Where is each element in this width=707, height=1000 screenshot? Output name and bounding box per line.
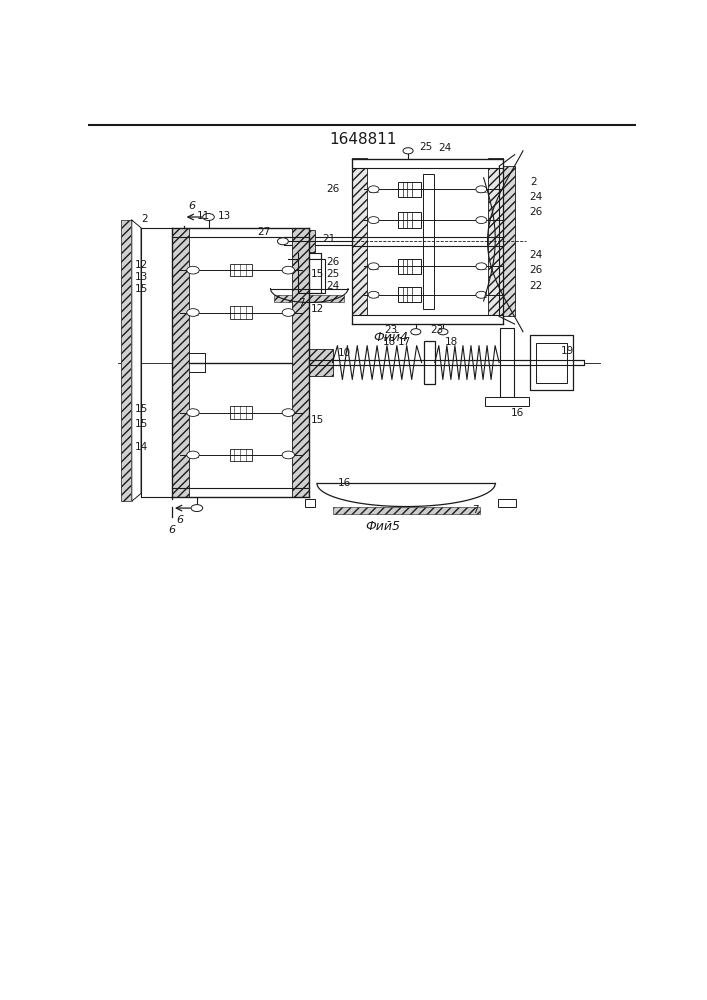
Bar <box>230 449 252 461</box>
Bar <box>498 499 516 507</box>
Text: 24: 24 <box>530 250 543 260</box>
Ellipse shape <box>476 186 486 193</box>
Text: 26: 26 <box>530 207 543 217</box>
Text: 19: 19 <box>561 346 574 356</box>
Text: 6: 6 <box>188 201 195 211</box>
Text: 2: 2 <box>531 177 537 187</box>
Bar <box>352 158 503 168</box>
Bar <box>352 158 368 324</box>
Text: 13: 13 <box>217 211 230 221</box>
Ellipse shape <box>277 238 288 245</box>
Text: 18: 18 <box>382 337 396 347</box>
Text: 24: 24 <box>327 281 340 291</box>
Text: 1648811: 1648811 <box>329 132 397 147</box>
Text: 23: 23 <box>384 325 397 335</box>
Ellipse shape <box>368 263 379 270</box>
Bar <box>284 237 352 245</box>
Text: 10: 10 <box>337 348 351 358</box>
Bar <box>230 406 252 419</box>
Text: 15: 15 <box>134 284 148 294</box>
Text: 12: 12 <box>311 304 325 314</box>
Text: 24: 24 <box>438 143 452 153</box>
Bar <box>502 166 515 316</box>
Bar <box>485 397 529 406</box>
Text: 22: 22 <box>530 281 543 291</box>
Bar <box>309 360 585 365</box>
Text: 26: 26 <box>530 265 543 275</box>
Text: 23: 23 <box>431 325 444 335</box>
Text: 6: 6 <box>176 515 183 525</box>
Bar <box>423 174 433 309</box>
Bar <box>488 158 503 324</box>
Bar <box>230 264 252 276</box>
Bar <box>537 343 566 383</box>
Bar <box>309 349 332 376</box>
Ellipse shape <box>368 217 379 224</box>
Text: 11: 11 <box>197 211 210 221</box>
Text: 14: 14 <box>134 442 148 452</box>
Text: 7: 7 <box>472 505 479 515</box>
Text: Фий5: Фий5 <box>366 520 400 533</box>
Bar <box>230 306 252 319</box>
Ellipse shape <box>282 409 295 416</box>
Bar <box>530 335 573 390</box>
Bar <box>292 228 309 497</box>
Text: 26: 26 <box>327 257 340 267</box>
Text: 17: 17 <box>398 337 411 347</box>
Ellipse shape <box>282 266 295 274</box>
Ellipse shape <box>187 409 199 416</box>
Text: 15: 15 <box>134 419 148 429</box>
Text: 16: 16 <box>510 408 524 418</box>
Bar <box>424 341 435 384</box>
Ellipse shape <box>203 214 214 220</box>
Ellipse shape <box>187 266 199 274</box>
Ellipse shape <box>191 505 203 512</box>
Text: 13: 13 <box>134 272 148 282</box>
Bar <box>274 295 344 302</box>
Text: 21: 21 <box>322 234 335 244</box>
Bar <box>298 253 321 259</box>
Ellipse shape <box>187 451 199 459</box>
Text: 24: 24 <box>530 192 543 202</box>
Ellipse shape <box>411 329 421 335</box>
Bar <box>398 212 421 228</box>
Text: 7: 7 <box>298 298 305 308</box>
Ellipse shape <box>282 309 295 316</box>
Text: 25: 25 <box>327 269 340 279</box>
Bar <box>172 228 189 497</box>
Ellipse shape <box>438 329 448 335</box>
Text: 6: 6 <box>168 525 175 535</box>
Bar <box>305 499 315 507</box>
Ellipse shape <box>476 217 486 224</box>
Text: Фий4: Фий4 <box>373 331 408 344</box>
Ellipse shape <box>476 263 486 270</box>
Text: 15: 15 <box>134 404 148 414</box>
Text: 15: 15 <box>311 415 325 425</box>
Bar <box>398 182 421 197</box>
Text: 27: 27 <box>257 227 270 237</box>
Text: 25: 25 <box>419 142 432 152</box>
Text: 15: 15 <box>311 269 325 279</box>
Ellipse shape <box>187 309 199 316</box>
Text: 26: 26 <box>327 184 340 194</box>
Bar <box>398 259 421 274</box>
Text: 2: 2 <box>141 214 148 224</box>
Ellipse shape <box>476 291 486 298</box>
Bar <box>332 507 480 514</box>
Text: 18: 18 <box>445 337 457 347</box>
Bar <box>293 230 315 252</box>
Ellipse shape <box>368 291 379 298</box>
Ellipse shape <box>282 451 295 459</box>
Text: 16: 16 <box>337 478 351 488</box>
Bar <box>293 259 325 293</box>
Ellipse shape <box>368 186 379 193</box>
Ellipse shape <box>403 148 413 154</box>
Bar <box>352 315 503 324</box>
Text: 12: 12 <box>134 260 148 270</box>
Bar <box>398 287 421 302</box>
Bar <box>500 328 514 397</box>
Bar <box>121 220 132 501</box>
Polygon shape <box>132 220 141 501</box>
